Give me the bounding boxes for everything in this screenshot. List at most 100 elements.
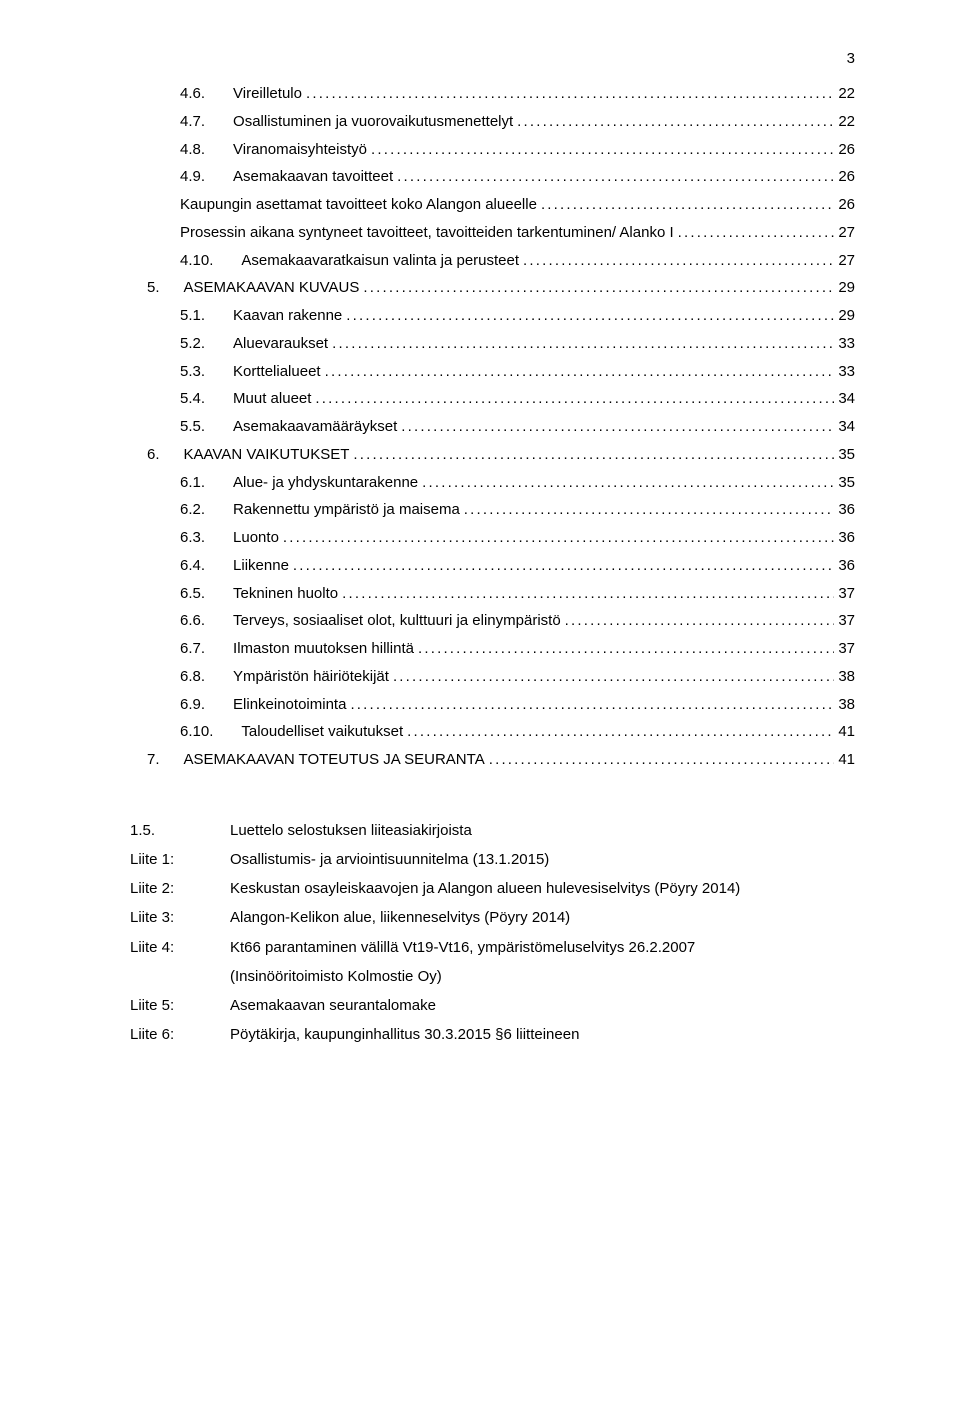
toc-entry-page: 36 — [834, 496, 855, 524]
toc-leader-dots — [519, 247, 834, 275]
toc-entry: 6.8.Ympäristön häiriötekijät38 — [130, 663, 855, 691]
attachment-text: Alangon-Kelikon alue, liikenneselvitys (… — [230, 903, 855, 932]
attachment-label: Liite 3: — [130, 903, 230, 932]
table-of-contents: 4.6.Vireilletulo224.7.Osallistuminen ja … — [130, 80, 855, 774]
toc-leader-dots — [302, 80, 834, 108]
toc-entry: 6.6.Terveys, sosiaaliset olot, kulttuuri… — [130, 607, 855, 635]
toc-leader-dots — [403, 718, 834, 746]
toc-entry: 5.ASEMAKAAVAN KUVAUS 29 — [130, 274, 855, 302]
toc-entry-label: Vireilletulo — [233, 80, 302, 108]
toc-leader-dots — [513, 108, 834, 136]
toc-entry-label: Tekninen huolto — [233, 580, 338, 608]
toc-entry-label: Taloudelliset vaikutukset — [241, 718, 403, 746]
attachment-row: Liite 5:Asemakaavan seurantalomake — [130, 991, 855, 1020]
toc-entry-number: 5.3. — [180, 358, 233, 386]
attachment-text: (Insinööritoimisto Kolmostie Oy) — [230, 962, 855, 991]
toc-entry-page: 26 — [834, 191, 855, 219]
toc-entry: 6.KAAVAN VAIKUTUKSET 35 — [130, 441, 855, 469]
toc-entry: 4.8.Viranomaisyhteistyö26 — [130, 136, 855, 164]
toc-entry-label: KAAVAN VAIKUTUKSET — [184, 441, 350, 469]
toc-entry-number: 5. — [147, 274, 184, 302]
toc-entry: 6.7.Ilmaston muutoksen hillintä37 — [130, 635, 855, 663]
toc-entry-number: 6.9. — [180, 691, 233, 719]
toc-entry-page: 37 — [834, 580, 855, 608]
attachment-text: Kt66 parantaminen välillä Vt19-Vt16, ymp… — [230, 933, 855, 962]
toc-entry-page: 38 — [834, 663, 855, 691]
toc-entry-number: 6.2. — [180, 496, 233, 524]
toc-leader-dots — [311, 385, 834, 413]
toc-entry: 6.1.Alue- ja yhdyskuntarakenne35 — [130, 469, 855, 497]
toc-entry-page: 26 — [834, 163, 855, 191]
attachment-row: Liite 4:Kt66 parantaminen välillä Vt19-V… — [130, 933, 855, 962]
toc-entry: 5.1.Kaavan rakenne29 — [130, 302, 855, 330]
toc-entry-label: Kaupungin asettamat tavoitteet koko Alan… — [180, 191, 537, 219]
attachment-row: Liite 6:Pöytäkirja, kaupunginhallitus 30… — [130, 1020, 855, 1049]
toc-entry-label: Aluevaraukset — [233, 330, 328, 358]
toc-entry-label: Luonto — [233, 524, 279, 552]
toc-entry-number: 7. — [147, 746, 184, 774]
toc-entry-label: Elinkeinotoiminta — [233, 691, 346, 719]
toc-leader-dots — [321, 358, 835, 386]
toc-entry-page: 29 — [834, 302, 855, 330]
toc-entry-number: 4.9. — [180, 163, 233, 191]
toc-entry-label: Korttelialueet — [233, 358, 321, 386]
toc-entry: 6.2.Rakennettu ympäristö ja maisema36 — [130, 496, 855, 524]
toc-entry: Kaupungin asettamat tavoitteet koko Alan… — [130, 191, 855, 219]
toc-entry-label: Ympäristön häiriötekijät — [233, 663, 389, 691]
toc-entry-page: 37 — [834, 607, 855, 635]
toc-entry-page: 38 — [834, 691, 855, 719]
toc-entry-label: ASEMAKAAVAN KUVAUS — [184, 274, 360, 302]
toc-leader-dots — [367, 136, 834, 164]
toc-leader-dots — [537, 191, 834, 219]
toc-leader-dots — [389, 663, 834, 691]
toc-entry-page: 22 — [834, 108, 855, 136]
toc-entry-page: 37 — [834, 635, 855, 663]
toc-leader-dots — [418, 469, 834, 497]
toc-entry-page: 41 — [834, 718, 855, 746]
toc-entry: 7.ASEMAKAAVAN TOTEUTUS JA SEURANTA41 — [130, 746, 855, 774]
toc-entry-label: Muut alueet — [233, 385, 311, 413]
toc-entry: 6.10.Taloudelliset vaikutukset41 — [130, 718, 855, 746]
attachment-text: Keskustan osayleiskaavojen ja Alangon al… — [230, 874, 855, 903]
toc-entry-number: 4.10. — [180, 247, 241, 275]
toc-entry-page: 35 — [834, 441, 855, 469]
toc-entry-label: Asemakaavaratkaisun valinta ja perusteet — [241, 247, 519, 275]
attachment-label: Liite 2: — [130, 874, 230, 903]
toc-entry-number: 5.5. — [180, 413, 233, 441]
toc-entry: 4.7.Osallistuminen ja vuorovaikutusmenet… — [130, 108, 855, 136]
toc-leader-dots — [460, 496, 835, 524]
attachment-text: Asemakaavan seurantalomake — [230, 991, 855, 1020]
toc-entry-page: 36 — [834, 524, 855, 552]
toc-leader-dots — [561, 607, 835, 635]
toc-entry-number: 6. — [147, 441, 184, 469]
attachment-label: Liite 6: — [130, 1020, 230, 1049]
toc-entry: 6.3.Luonto 36 — [130, 524, 855, 552]
attachment-text: Pöytäkirja, kaupunginhallitus 30.3.2015 … — [230, 1020, 855, 1049]
toc-leader-dots — [342, 302, 834, 330]
toc-entry: 5.5.Asemakaavamääräykset34 — [130, 413, 855, 441]
toc-entry-number: 6.3. — [180, 524, 233, 552]
toc-entry-page: 29 — [834, 274, 855, 302]
toc-leader-dots — [346, 691, 834, 719]
document-page: 3 4.6.Vireilletulo224.7.Osallistuminen j… — [0, 0, 960, 1421]
attachment-text: Osallistumis- ja arviointisuunnitelma (1… — [230, 845, 855, 874]
toc-entry-label: Asemakaavan tavoitteet — [233, 163, 393, 191]
toc-leader-dots — [328, 330, 834, 358]
toc-entry-label: Osallistuminen ja vuorovaikutusmenettely… — [233, 108, 513, 136]
toc-entry-label: Terveys, sosiaaliset olot, kulttuuri ja … — [233, 607, 561, 635]
attachment-row: (Insinööritoimisto Kolmostie Oy) — [130, 962, 855, 991]
toc-entry-label: Asemakaavamääräykset — [233, 413, 397, 441]
toc-entry: 5.3.Korttelialueet33 — [130, 358, 855, 386]
toc-entry-page: 33 — [834, 330, 855, 358]
attachments-section: 1.5. Luettelo selostuksen liiteasiakirjo… — [130, 822, 855, 1050]
toc-entry: 4.10.Asemakaavaratkaisun valinta ja peru… — [130, 247, 855, 275]
toc-leader-dots — [279, 524, 834, 552]
toc-entry-label: Liikenne — [233, 552, 289, 580]
toc-entry-page: 27 — [834, 219, 855, 247]
toc-entry-page: 26 — [834, 136, 855, 164]
toc-leader-dots — [393, 163, 834, 191]
attachments-heading: 1.5. Luettelo selostuksen liiteasiakirjo… — [130, 822, 855, 839]
toc-entry-page: 36 — [834, 552, 855, 580]
toc-entry-number: 6.6. — [180, 607, 233, 635]
toc-leader-dots — [349, 441, 834, 469]
